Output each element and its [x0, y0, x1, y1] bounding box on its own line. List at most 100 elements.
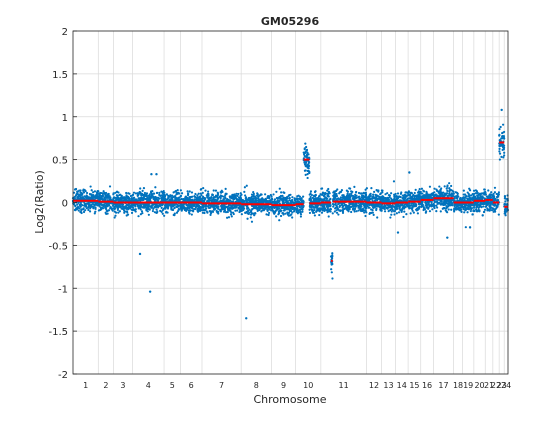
chromosome-label: 3 — [120, 381, 125, 390]
probe-point — [412, 211, 415, 214]
probe-point — [493, 210, 497, 213]
y-tick-label: -1 — [58, 284, 68, 295]
probe-point — [315, 198, 318, 201]
probe-point — [273, 206, 276, 209]
probe-point — [130, 196, 133, 200]
probe-point — [480, 197, 483, 200]
probe-point — [484, 193, 487, 196]
probe-point — [137, 215, 140, 218]
probe-point — [365, 187, 368, 190]
probe-point — [347, 210, 350, 213]
probe-point — [404, 206, 407, 209]
probe-point — [249, 216, 252, 219]
probe-point — [147, 213, 150, 216]
probe-point — [250, 195, 253, 198]
probe-point — [174, 189, 178, 193]
chromosome-label: 9 — [281, 381, 286, 390]
probe-point — [170, 206, 173, 209]
probe-point — [247, 212, 250, 216]
probe-point — [456, 195, 459, 199]
probe-point — [306, 173, 309, 176]
probe-point — [486, 207, 489, 210]
chromosome-label: 11 — [339, 381, 349, 390]
probe-point — [495, 192, 498, 196]
y-tick-label: -1.5 — [48, 327, 68, 338]
probe-point — [190, 213, 193, 216]
probe-point — [74, 187, 78, 191]
outlier-point — [138, 252, 142, 256]
probe-point — [261, 209, 264, 212]
probe-point — [95, 196, 98, 199]
probe-point — [332, 205, 335, 208]
probe-point — [445, 205, 448, 208]
probe-point — [320, 204, 324, 207]
probe-point — [488, 201, 491, 204]
probe-point — [390, 213, 393, 216]
probe-point — [303, 147, 306, 150]
probe-point — [480, 195, 483, 198]
probe-point — [161, 191, 164, 194]
probe-point — [251, 208, 254, 211]
probe-point — [94, 206, 97, 209]
probe-point — [379, 193, 382, 196]
probe-point — [404, 197, 407, 200]
probe-point — [265, 213, 268, 216]
probe-point — [335, 205, 338, 208]
probe-point — [188, 190, 191, 193]
probe-point — [101, 195, 104, 198]
probe-point — [333, 210, 336, 213]
probe-point — [399, 199, 402, 202]
probe-point — [430, 203, 433, 206]
probe-point — [352, 205, 355, 208]
probe-point — [504, 200, 507, 203]
probe-point — [266, 195, 269, 198]
probe-point — [502, 135, 506, 138]
probe-point — [104, 207, 108, 211]
probe-point — [189, 209, 192, 212]
probe-point — [212, 196, 215, 199]
probe-point — [495, 204, 498, 207]
probe-point — [76, 203, 79, 206]
probe-point — [354, 197, 357, 200]
probe-point — [410, 202, 413, 205]
probe-point — [278, 187, 281, 190]
probe-point — [472, 189, 476, 192]
probe-point — [117, 198, 120, 201]
probe-point — [470, 194, 473, 197]
probe-point — [229, 195, 233, 198]
probe-point — [335, 194, 338, 197]
probe-point — [87, 208, 90, 212]
probe-point — [393, 195, 396, 198]
probe-point — [231, 193, 234, 196]
probe-point — [388, 204, 391, 207]
probe-point — [84, 205, 87, 208]
probe-point — [364, 191, 367, 194]
probe-point — [243, 186, 246, 189]
probe-point — [329, 204, 332, 207]
probe-point — [240, 193, 243, 196]
probe-point — [444, 192, 447, 195]
probe-point — [158, 204, 162, 208]
probe-point — [431, 208, 434, 211]
probe-point — [97, 190, 100, 193]
probe-point — [352, 207, 355, 210]
probe-point — [483, 208, 487, 211]
probe-point — [211, 205, 215, 208]
probe-point — [224, 197, 227, 200]
probe-point — [134, 210, 137, 213]
probe-point — [482, 210, 486, 214]
probe-point — [504, 212, 507, 215]
chromosome-label: 14 — [397, 381, 407, 390]
probe-point — [444, 209, 447, 212]
probe-point — [357, 191, 361, 195]
probe-point — [497, 213, 500, 216]
probe-point — [201, 209, 204, 212]
probe-point — [101, 198, 104, 201]
probe-point — [286, 195, 289, 199]
probe-point — [474, 197, 477, 200]
probe-point — [85, 191, 89, 195]
probe-point — [163, 193, 166, 197]
probe-point — [308, 211, 312, 215]
probe-point — [447, 203, 450, 206]
probe-point — [425, 194, 428, 198]
